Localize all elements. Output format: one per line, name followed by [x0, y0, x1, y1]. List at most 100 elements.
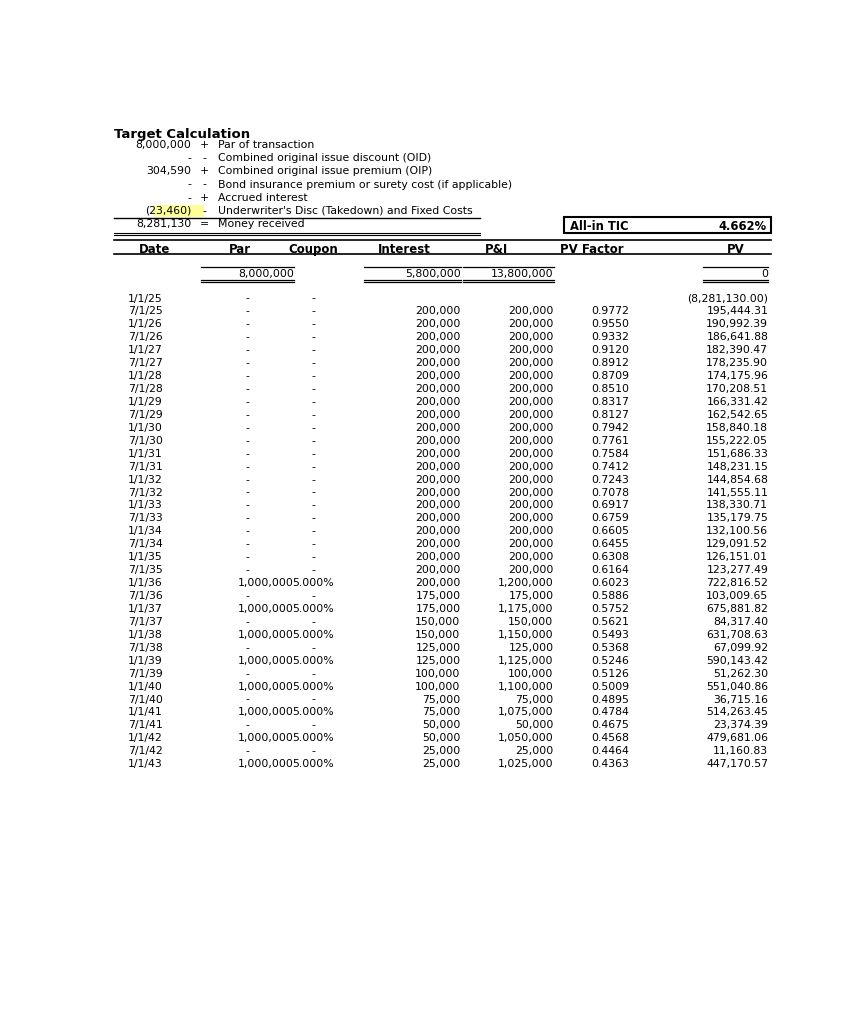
Text: Target Calculation: Target Calculation	[114, 128, 250, 141]
Text: 5.000%: 5.000%	[293, 733, 334, 743]
Text: 1,200,000: 1,200,000	[498, 579, 553, 588]
Text: 0.9332: 0.9332	[591, 332, 629, 342]
Text: -: -	[245, 694, 249, 704]
Text: 125,000: 125,000	[415, 642, 461, 653]
Text: 200,000: 200,000	[508, 565, 553, 576]
Text: 1,000,000: 1,000,000	[238, 707, 294, 718]
Text: (8,281,130.00): (8,281,130.00)	[687, 293, 768, 303]
Text: 200,000: 200,000	[508, 332, 553, 342]
Text: 200,000: 200,000	[508, 539, 553, 549]
Text: Combined original issue discount (OID): Combined original issue discount (OID)	[218, 153, 432, 163]
Text: 7/1/37: 7/1/37	[128, 617, 162, 627]
Text: 0.9550: 0.9550	[591, 320, 629, 330]
Text: -: -	[312, 423, 315, 432]
Text: 200,000: 200,000	[415, 345, 461, 355]
Text: All-in TIC: All-in TIC	[570, 219, 628, 232]
Text: 135,179.75: 135,179.75	[706, 514, 768, 524]
Text: 200,000: 200,000	[508, 435, 553, 446]
Text: 0.4568: 0.4568	[591, 733, 629, 743]
Text: 0.7761: 0.7761	[591, 435, 629, 446]
Text: -: -	[312, 514, 315, 524]
Text: 36,715.16: 36,715.16	[713, 694, 768, 704]
Text: 200,000: 200,000	[508, 345, 553, 355]
Text: 50,000: 50,000	[422, 733, 461, 743]
Text: 0.8317: 0.8317	[591, 397, 629, 407]
Text: 1,175,000: 1,175,000	[498, 604, 553, 614]
Text: 1/1/33: 1/1/33	[128, 500, 162, 511]
Text: 200,000: 200,000	[415, 307, 461, 317]
Text: -: -	[312, 565, 315, 576]
Text: 1,000,000: 1,000,000	[238, 733, 294, 743]
Text: 7/1/41: 7/1/41	[128, 721, 162, 731]
Text: -: -	[245, 514, 249, 524]
Text: 23,374.39: 23,374.39	[713, 721, 768, 731]
Text: -: -	[312, 410, 315, 420]
Text: 5.000%: 5.000%	[293, 707, 334, 718]
Text: -: -	[245, 397, 249, 407]
Text: 1/1/40: 1/1/40	[128, 682, 162, 691]
Text: 1,000,000: 1,000,000	[238, 579, 294, 588]
Text: -: -	[202, 180, 206, 190]
Text: 200,000: 200,000	[415, 514, 461, 524]
Text: 1/1/41: 1/1/41	[128, 707, 162, 718]
Text: 175,000: 175,000	[415, 604, 461, 614]
Text: 0.8510: 0.8510	[591, 384, 629, 394]
Text: 1,125,000: 1,125,000	[498, 656, 553, 666]
Text: 0.5752: 0.5752	[591, 604, 629, 614]
Text: -: -	[187, 153, 192, 163]
Text: -: -	[312, 527, 315, 536]
Text: 0.6759: 0.6759	[591, 514, 629, 524]
Text: 479,681.06: 479,681.06	[706, 733, 768, 743]
Text: -: -	[312, 721, 315, 731]
Text: -: -	[245, 462, 249, 472]
Text: -: -	[245, 527, 249, 536]
Text: 150,000: 150,000	[415, 617, 461, 627]
Text: -: -	[245, 345, 249, 355]
Text: 200,000: 200,000	[415, 332, 461, 342]
Text: 200,000: 200,000	[415, 371, 461, 381]
Text: 7/1/42: 7/1/42	[128, 746, 162, 756]
Text: 0.9772: 0.9772	[591, 307, 629, 317]
Text: 0.8709: 0.8709	[591, 371, 629, 381]
Text: 200,000: 200,000	[415, 435, 461, 446]
Text: 5.000%: 5.000%	[293, 759, 334, 769]
Text: 200,000: 200,000	[508, 397, 553, 407]
Text: 200,000: 200,000	[508, 423, 553, 432]
Text: -: -	[245, 591, 249, 601]
Text: 25,000: 25,000	[515, 746, 553, 756]
Text: -: -	[312, 669, 315, 679]
Text: 0.6455: 0.6455	[591, 539, 629, 549]
Text: -: -	[245, 746, 249, 756]
Text: 0.5009: 0.5009	[591, 682, 629, 691]
Text: 51,262.30: 51,262.30	[713, 669, 768, 679]
Text: 8,281,130: 8,281,130	[136, 219, 192, 228]
Text: 200,000: 200,000	[508, 449, 553, 459]
Text: -: -	[312, 591, 315, 601]
Text: -: -	[312, 293, 315, 303]
Text: 675,881.82: 675,881.82	[706, 604, 768, 614]
Text: 0.4784: 0.4784	[591, 707, 629, 718]
Text: 200,000: 200,000	[508, 514, 553, 524]
Text: 7/1/30: 7/1/30	[128, 435, 162, 446]
Text: 0.8912: 0.8912	[591, 358, 629, 368]
Text: 125,000: 125,000	[415, 656, 461, 666]
Text: 1,000,000: 1,000,000	[238, 759, 294, 769]
Text: -: -	[312, 462, 315, 472]
Text: 1/1/31: 1/1/31	[128, 449, 162, 459]
Text: 125,000: 125,000	[508, 642, 553, 653]
Text: P&I: P&I	[485, 244, 508, 257]
Text: 7/1/25: 7/1/25	[128, 307, 162, 317]
Text: 200,000: 200,000	[415, 539, 461, 549]
Text: 722,816.52: 722,816.52	[706, 579, 768, 588]
Text: 1,150,000: 1,150,000	[498, 630, 553, 639]
Text: 195,444.31: 195,444.31	[706, 307, 768, 317]
Text: 1/1/37: 1/1/37	[128, 604, 162, 614]
Text: 0.8127: 0.8127	[591, 410, 629, 420]
Text: +: +	[199, 166, 209, 177]
Bar	[153, 205, 204, 217]
Text: 11,160.83: 11,160.83	[713, 746, 768, 756]
Text: 132,100.56: 132,100.56	[706, 527, 768, 536]
Text: -: -	[245, 307, 249, 317]
Text: Par of transaction: Par of transaction	[218, 140, 314, 150]
Text: 200,000: 200,000	[415, 487, 461, 497]
